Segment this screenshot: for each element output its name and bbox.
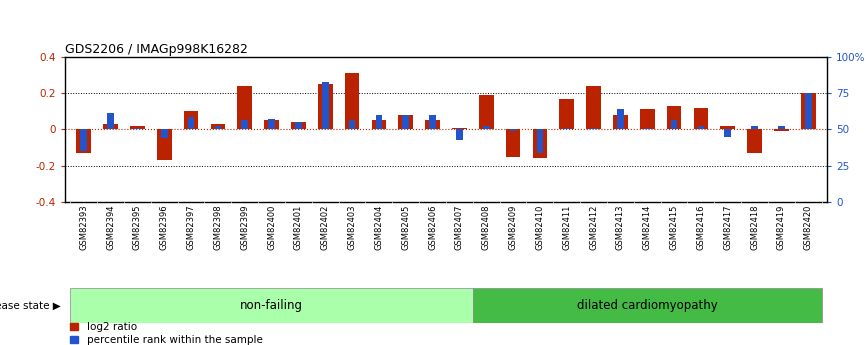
Bar (376, 115, 382, 129)
Bar (533, 129, 547, 158)
Bar (801, 93, 816, 129)
Bar (157, 129, 171, 160)
Text: GSM82408: GSM82408 (481, 204, 491, 250)
Text: GSM82411: GSM82411 (562, 204, 572, 250)
Text: GSM82415: GSM82415 (669, 204, 679, 250)
Text: GSM82417: GSM82417 (723, 204, 733, 250)
Text: GSM82402: GSM82402 (320, 204, 330, 250)
Bar (322, 82, 328, 129)
Bar (103, 124, 118, 129)
Text: GSM82397: GSM82397 (186, 204, 196, 250)
Legend: log2 ratio, percentile rank within the sample: log2 ratio, percentile rank within the s… (70, 322, 262, 345)
Text: disease state ▶: disease state ▶ (0, 300, 61, 310)
Bar (318, 84, 333, 129)
Text: GSM82404: GSM82404 (374, 204, 384, 250)
Bar (349, 120, 355, 129)
Bar (291, 122, 306, 129)
Bar (671, 120, 677, 129)
Bar (215, 126, 221, 129)
Bar (81, 129, 87, 151)
Bar (747, 129, 762, 153)
Bar (237, 86, 252, 129)
Bar (697, 126, 704, 129)
Bar (667, 106, 682, 129)
Text: GSM82403: GSM82403 (347, 204, 357, 250)
Text: GSM82399: GSM82399 (240, 204, 249, 250)
Bar (694, 108, 708, 129)
Bar (107, 113, 114, 129)
Bar (184, 111, 198, 129)
Bar (640, 109, 655, 129)
Bar (161, 129, 168, 138)
Text: GSM82400: GSM82400 (267, 204, 276, 250)
Bar (430, 115, 436, 129)
Text: GSM82396: GSM82396 (159, 204, 169, 250)
Bar (510, 129, 516, 131)
Bar (264, 120, 279, 129)
Bar (774, 129, 789, 131)
Bar (617, 109, 624, 129)
Bar (479, 95, 494, 129)
Text: GSM82418: GSM82418 (750, 204, 759, 250)
Text: GSM82409: GSM82409 (508, 204, 518, 250)
Bar (210, 124, 225, 129)
Bar (398, 115, 413, 129)
Bar (130, 126, 145, 129)
Bar (721, 126, 735, 129)
Bar (586, 86, 601, 129)
FancyBboxPatch shape (473, 288, 822, 323)
Bar (564, 128, 570, 129)
Bar (483, 126, 489, 129)
Text: GSM82406: GSM82406 (428, 204, 437, 250)
Text: GDS2206 / IMAGp998K16282: GDS2206 / IMAGp998K16282 (65, 43, 248, 56)
Bar (425, 120, 440, 129)
Bar (805, 93, 811, 129)
Bar (242, 120, 248, 129)
Bar (751, 126, 758, 129)
Bar (778, 126, 785, 129)
Bar (559, 99, 574, 129)
FancyBboxPatch shape (70, 288, 473, 323)
Bar (76, 129, 91, 153)
Bar (613, 115, 628, 129)
Text: GSM82412: GSM82412 (589, 204, 598, 250)
Bar (724, 129, 731, 137)
Bar (345, 73, 359, 129)
Text: GSM82419: GSM82419 (777, 204, 786, 250)
Bar (456, 129, 462, 140)
Text: GSM82413: GSM82413 (616, 204, 625, 250)
Bar (452, 128, 467, 129)
Bar (372, 120, 386, 129)
Text: GSM82420: GSM82420 (804, 204, 813, 250)
Text: GSM82414: GSM82414 (643, 204, 652, 250)
Bar (644, 128, 650, 129)
Bar (268, 119, 275, 129)
Text: GSM82405: GSM82405 (401, 204, 410, 250)
Bar (403, 115, 409, 129)
Bar (537, 129, 543, 153)
Text: non-failing: non-failing (240, 299, 303, 312)
Text: GSM82410: GSM82410 (535, 204, 545, 250)
Text: GSM82398: GSM82398 (213, 204, 223, 250)
Text: GSM82394: GSM82394 (106, 204, 115, 250)
Text: GSM82393: GSM82393 (79, 204, 88, 250)
Bar (134, 128, 141, 129)
Text: GSM82401: GSM82401 (294, 204, 303, 250)
Text: GSM82407: GSM82407 (455, 204, 464, 250)
Text: GSM82416: GSM82416 (696, 204, 706, 250)
Bar (506, 129, 520, 157)
Bar (295, 122, 301, 129)
Text: GSM82395: GSM82395 (132, 204, 142, 250)
Text: dilated cardiomyopathy: dilated cardiomyopathy (577, 299, 718, 312)
Bar (591, 128, 597, 129)
Bar (188, 117, 195, 129)
